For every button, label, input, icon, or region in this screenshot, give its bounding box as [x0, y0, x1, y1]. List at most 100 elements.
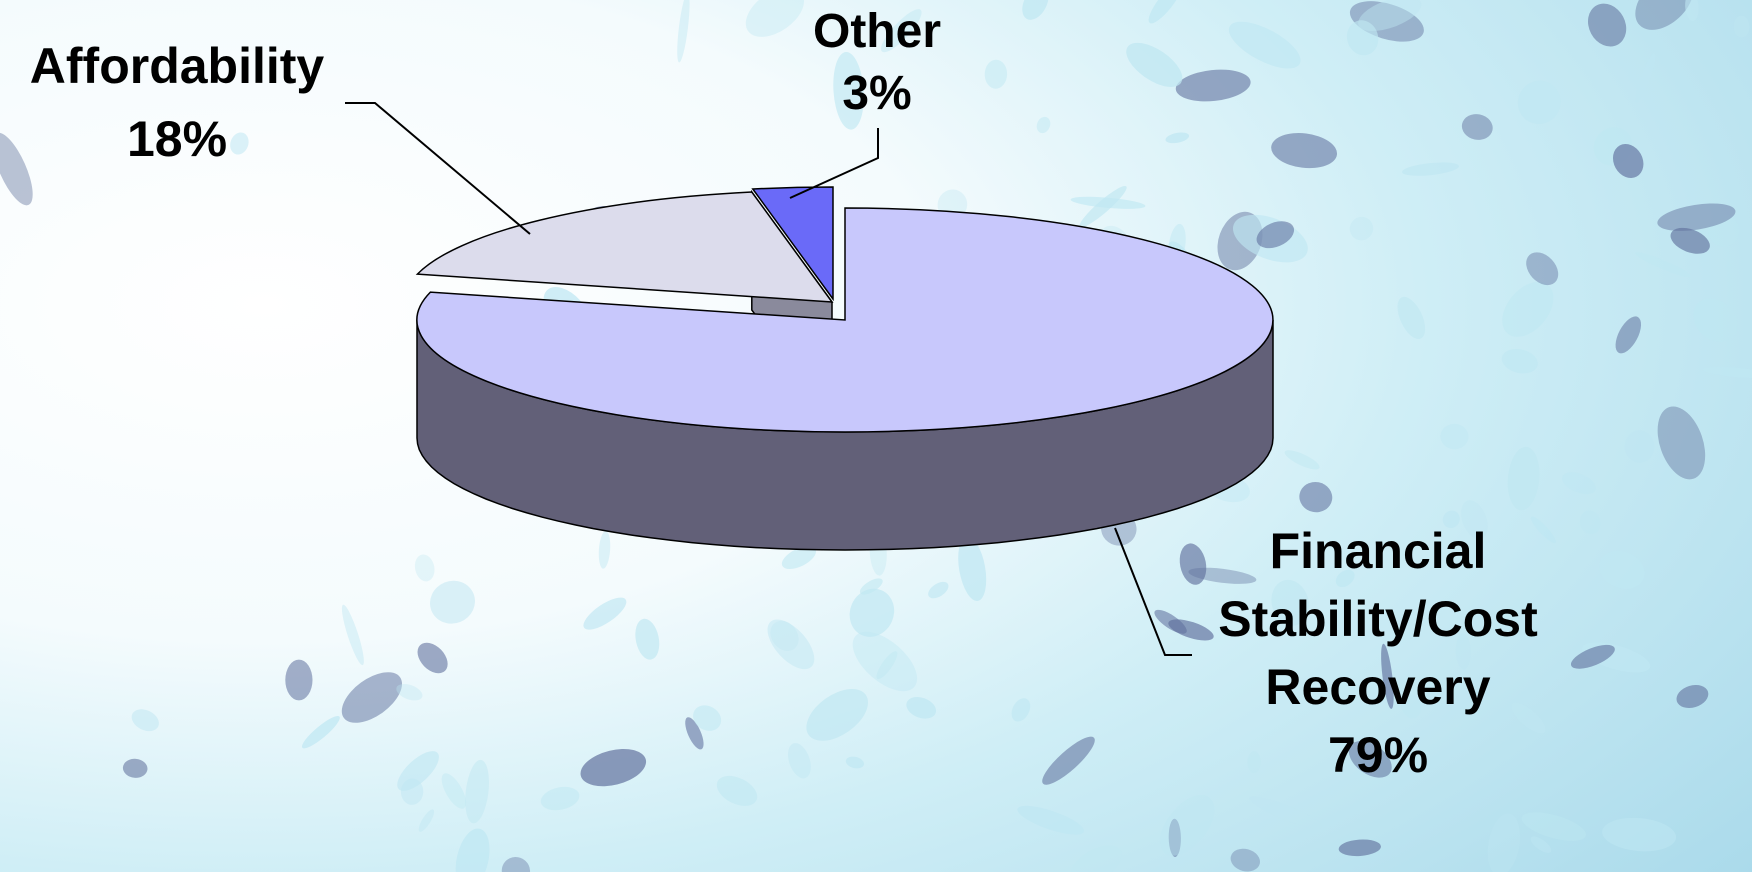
texture-blot: [1599, 550, 1645, 589]
leader-line-2: [789, 128, 879, 199]
texture-blot: [131, 709, 159, 732]
texture-blot: [770, 620, 799, 651]
texture-blot: [1587, 3, 1627, 47]
texture-blot: [417, 642, 448, 674]
texture-blot: [1461, 500, 1488, 540]
data-label-name-line: Other: [813, 5, 941, 58]
texture-blot: [1635, 252, 1691, 278]
texture-blot: [1442, 510, 1460, 529]
texture-blot: [906, 697, 937, 719]
texture-blot: [341, 604, 364, 666]
texture-blot: [1530, 836, 1552, 853]
texture-blot: [397, 751, 439, 791]
texture-blot: [1299, 481, 1333, 513]
data-label-name-line: Financial: [1270, 523, 1487, 579]
texture-blot: [1455, 633, 1471, 670]
texture-blot: [1335, 569, 1355, 588]
texture-blot: [598, 530, 611, 569]
texture-blot: [787, 743, 811, 779]
texture-blot: [1228, 21, 1301, 69]
leader-line-0: [1114, 527, 1192, 656]
texture-blot: [1526, 252, 1559, 286]
texture-blot: [1501, 348, 1538, 374]
texture-blot: [716, 775, 758, 806]
texture-blot: [583, 597, 627, 630]
texture-blot: [693, 705, 722, 731]
texture-blot: [580, 748, 647, 787]
texture-blot: [1733, 15, 1750, 38]
texture-blot: [845, 756, 864, 769]
texture-blot: [1188, 567, 1257, 584]
data-label-2: Other 3%: [813, 5, 941, 120]
texture-blot: [540, 786, 580, 811]
data-label-name-line: Recovery: [1265, 659, 1490, 715]
texture-blot: [1440, 423, 1469, 450]
texture-blot: [1346, 20, 1379, 56]
texture-blot: [1349, 216, 1374, 241]
texture-blot: [1702, 366, 1752, 379]
data-label-name-line: Stability/Cost: [1218, 591, 1538, 647]
texture-blot: [781, 546, 816, 570]
texture-blot: [1635, 0, 1694, 30]
leader-line-1: [345, 102, 531, 235]
texture-blot: [414, 554, 435, 582]
texture-blot: [1530, 516, 1556, 544]
texture-blot: [1126, 42, 1183, 87]
pie-slice-top-2: [751, 186, 834, 302]
data-label-0: Financial Stability/Cost Recovery 79%: [1218, 523, 1538, 783]
texture-blot: [1148, 0, 1183, 24]
texture-blot: [685, 717, 704, 750]
leader-lines: [345, 102, 1192, 656]
texture-blot: [745, 0, 805, 37]
texture-blot: [635, 618, 660, 660]
texture-blot: [1159, 795, 1215, 856]
texture-blot: [285, 659, 313, 701]
texture-blot: [806, 689, 869, 741]
texture-blot: [833, 51, 864, 130]
texture-blot: [1230, 848, 1260, 872]
texture-blot: [767, 619, 815, 670]
texture-blot: [1165, 132, 1190, 144]
texture-blot: [984, 59, 1008, 89]
texture-blot: [1570, 644, 1615, 669]
texture-blot: [1676, 684, 1709, 709]
data-label-1: Affordability 18%: [30, 38, 325, 167]
texture-blot: [852, 631, 918, 692]
texture-blot: [1612, 144, 1644, 178]
texture-blot: [958, 536, 987, 601]
texture-blot: [341, 672, 403, 723]
texture-blot: [1487, 813, 1521, 876]
texture-blot: [1657, 406, 1706, 480]
texture-blot: [1562, 472, 1596, 495]
texture-blot: [1615, 316, 1642, 354]
texture-blot: [1271, 579, 1309, 626]
texture-blot: [1602, 817, 1677, 852]
pie-slice-top-0: [416, 207, 1274, 433]
texture-blot: [1685, 0, 1699, 22]
texture-blot: [928, 581, 949, 599]
texture-blot: [1635, 53, 1656, 103]
data-label-percent: 79%: [1328, 727, 1428, 783]
texture-blot: [1249, 796, 1322, 829]
texture-blot: [1017, 805, 1085, 835]
texture-blot: [1402, 162, 1459, 176]
texture-blot: [1022, 0, 1049, 20]
texture-blot: [1624, 430, 1655, 463]
texture-blot: [1670, 227, 1710, 254]
pie-slice-2: [751, 186, 834, 302]
texture-blot: [400, 778, 424, 805]
texture-blot: [1521, 812, 1586, 841]
texture-blot: [430, 580, 475, 624]
texture-blot: [1271, 133, 1338, 169]
texture-blot: [1397, 296, 1426, 339]
texture-blot: [1358, 0, 1422, 32]
texture-blot: [876, 651, 898, 680]
texture-blot: [1579, 510, 1601, 535]
texture-blot: [441, 773, 467, 809]
data-label-name-line: Affordability: [30, 38, 325, 94]
texture-blot: [1507, 446, 1540, 511]
texture-blot: [1175, 69, 1251, 102]
pie-slice-0: [416, 207, 1274, 551]
